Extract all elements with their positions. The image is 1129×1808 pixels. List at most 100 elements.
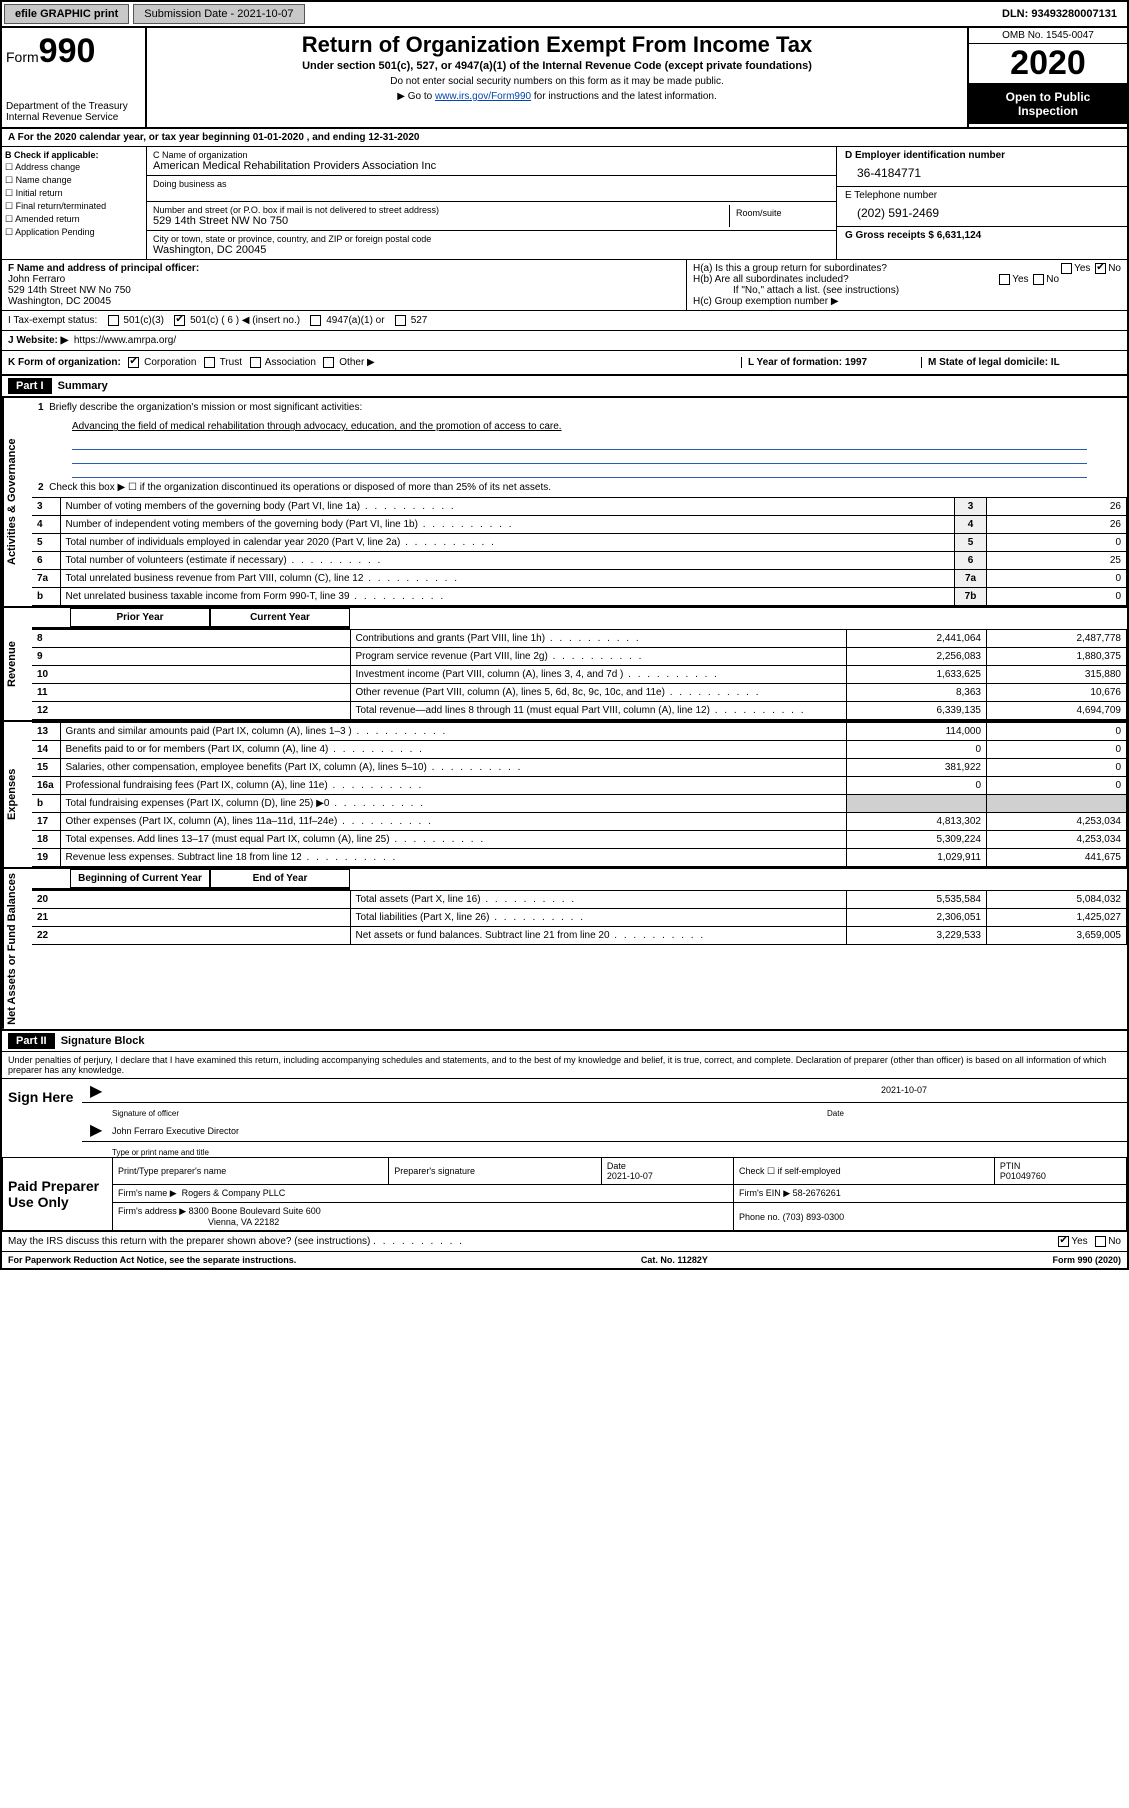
current-year-value: 4,253,034 <box>987 813 1127 831</box>
year-formation: L Year of formation: 1997 <box>741 357 921 368</box>
prior-year-value: 1,029,911 <box>847 849 987 867</box>
chk-final-return[interactable]: ☐ Final return/terminated <box>5 201 143 212</box>
catalog-number: Cat. No. 11282Y <box>641 1255 708 1265</box>
current-year-value: 10,676 <box>987 684 1127 702</box>
chk-corporation[interactable] <box>128 357 139 368</box>
line-desc: Net unrelated business taxable income fr… <box>60 588 955 606</box>
current-year-value: 3,659,005 <box>987 927 1127 945</box>
side-activities: Activities & Governance <box>2 398 32 606</box>
ein-value: 36-4184771 <box>837 164 1127 186</box>
revenue-section: Revenue Prior Year Current Year8 Contrib… <box>2 608 1127 722</box>
col-header: Prior Year <box>70 608 210 627</box>
line-number: b <box>32 588 60 606</box>
line-desc: Total expenses. Add lines 13–17 (must eq… <box>60 831 847 849</box>
room-suite-label: Room/suite <box>730 205 830 227</box>
prior-year-value: 114,000 <box>847 723 987 741</box>
prior-year-value: 5,309,224 <box>847 831 987 849</box>
chk-527[interactable] <box>395 315 406 326</box>
firm-address-cell: Firm's address ▶ 8300 Boone Boulevard Su… <box>113 1203 734 1231</box>
net-assets-table: Beginning of Current Year End of Year20 … <box>32 869 1127 945</box>
line2-text: 2 Check this box ▶ ☐ if the organization… <box>32 478 1127 497</box>
line-number: 8 <box>32 630 350 648</box>
line-desc: Professional fundraising fees (Part IX, … <box>60 777 847 795</box>
ha-yes[interactable] <box>1061 263 1072 274</box>
discuss-row: May the IRS discuss this return with the… <box>2 1231 1127 1251</box>
line-number: b <box>32 795 60 813</box>
ha-group-return: H(a) Is this a group return for subordin… <box>693 263 1121 274</box>
part2-header-row: Part II Signature Block <box>2 1031 1127 1052</box>
officer-addr2: Washington, DC 20045 <box>8 296 111 307</box>
chk-501c3[interactable] <box>108 315 119 326</box>
instructions-note: ▶ Go to www.irs.gov/Form990 for instruct… <box>155 91 959 102</box>
current-year-value: 5,084,032 <box>987 891 1127 909</box>
chk-amended[interactable]: ☐ Amended return <box>5 214 143 225</box>
form-990-body: Form990 Department of the Treasury Inter… <box>0 28 1129 1270</box>
current-year-value: 315,880 <box>987 666 1127 684</box>
street-label: Number and street (or P.O. box if mail i… <box>153 205 729 215</box>
chk-trust[interactable] <box>204 357 215 368</box>
chk-address-change[interactable]: ☐ Address change <box>5 162 143 173</box>
hb-subordinates: H(b) Are all subordinates included? Yes … <box>693 274 1121 285</box>
state-domicile: M State of legal domicile: IL <box>921 357 1121 368</box>
street-address: 529 14th Street NW No 750 <box>153 215 729 227</box>
line-desc: Total assets (Part X, line 16) <box>350 891 847 909</box>
line-ref: 5 <box>955 534 987 552</box>
current-year-value: 1,880,375 <box>987 648 1127 666</box>
line-value: 26 <box>987 516 1127 534</box>
chk-501c[interactable] <box>174 315 185 326</box>
signature-date: 2021-10-07 <box>881 1085 927 1095</box>
hb-no[interactable] <box>1033 274 1044 285</box>
chk-application-pending[interactable]: ☐ Application Pending <box>5 227 143 238</box>
form-header: Form990 Department of the Treasury Inter… <box>2 28 1127 129</box>
line-desc: Grants and similar amounts paid (Part IX… <box>60 723 847 741</box>
line-number: 4 <box>32 516 60 534</box>
col-header: End of Year <box>210 869 350 888</box>
chk-4947[interactable] <box>310 315 321 326</box>
prior-year-value: 0 <box>847 741 987 759</box>
chk-initial-return[interactable]: ☐ Initial return <box>5 188 143 199</box>
chk-name-change[interactable]: ☐ Name change <box>5 175 143 186</box>
line-number: 5 <box>32 534 60 552</box>
efile-print-button[interactable]: efile GRAPHIC print <box>4 4 129 24</box>
prior-year-value: 8,363 <box>847 684 987 702</box>
line-ref: 6 <box>955 552 987 570</box>
line-number: 22 <box>32 927 350 945</box>
line-number: 3 <box>32 498 60 516</box>
signature-arrow-icon: ▶ <box>90 1081 102 1101</box>
form990-link[interactable]: www.irs.gov/Form990 <box>435 91 531 102</box>
prior-year-value: 381,922 <box>847 759 987 777</box>
net-assets-section: Net Assets or Fund Balances Beginning of… <box>2 869 1127 1031</box>
discuss-no[interactable] <box>1095 1236 1106 1247</box>
col-header: Current Year <box>210 608 350 627</box>
line-number: 17 <box>32 813 60 831</box>
firm-ein-cell: Firm's EIN ▶ 58-2676261 <box>734 1185 1127 1203</box>
line-desc: Total fundraising expenses (Part IX, col… <box>60 795 847 813</box>
prior-year-value: 2,441,064 <box>847 630 987 648</box>
side-expenses: Expenses <box>2 722 32 867</box>
ha-no[interactable] <box>1095 263 1106 274</box>
officer-name-line: ▶ John Ferraro Executive Director <box>82 1124 1127 1142</box>
officer-signature-line[interactable]: ▶ 2021-10-07 <box>82 1085 1127 1103</box>
line-number: 9 <box>32 648 350 666</box>
tax-year: 2020 <box>969 44 1127 84</box>
dept-treasury: Department of the Treasury <box>6 101 141 112</box>
expenses-table: 13 Grants and similar amounts paid (Part… <box>32 722 1127 867</box>
form-subtitle: Under section 501(c), 527, or 4947(a)(1)… <box>155 60 959 72</box>
prior-year-value: 6,339,135 <box>847 702 987 720</box>
discuss-yes[interactable] <box>1058 1236 1069 1247</box>
hb-yes[interactable] <box>999 274 1010 285</box>
line-ref: 7b <box>955 588 987 606</box>
chk-association[interactable] <box>250 357 261 368</box>
chk-other[interactable] <box>323 357 334 368</box>
line-number: 19 <box>32 849 60 867</box>
ssn-note: Do not enter social security numbers on … <box>155 76 959 87</box>
perjury-statement: Under penalties of perjury, I declare th… <box>2 1052 1127 1078</box>
submission-date: Submission Date - 2021-10-07 <box>133 4 304 24</box>
hb-note: If "No," attach a list. (see instruction… <box>693 285 1121 296</box>
line-desc: Net assets or fund balances. Subtract li… <box>350 927 847 945</box>
org-name: American Medical Rehabilitation Provider… <box>153 160 830 172</box>
line-number: 11 <box>32 684 350 702</box>
preparer-signature-cell: Preparer's signature <box>389 1158 602 1185</box>
mission-blank-line <box>72 436 1087 450</box>
line-desc: Contributions and grants (Part VIII, lin… <box>350 630 847 648</box>
